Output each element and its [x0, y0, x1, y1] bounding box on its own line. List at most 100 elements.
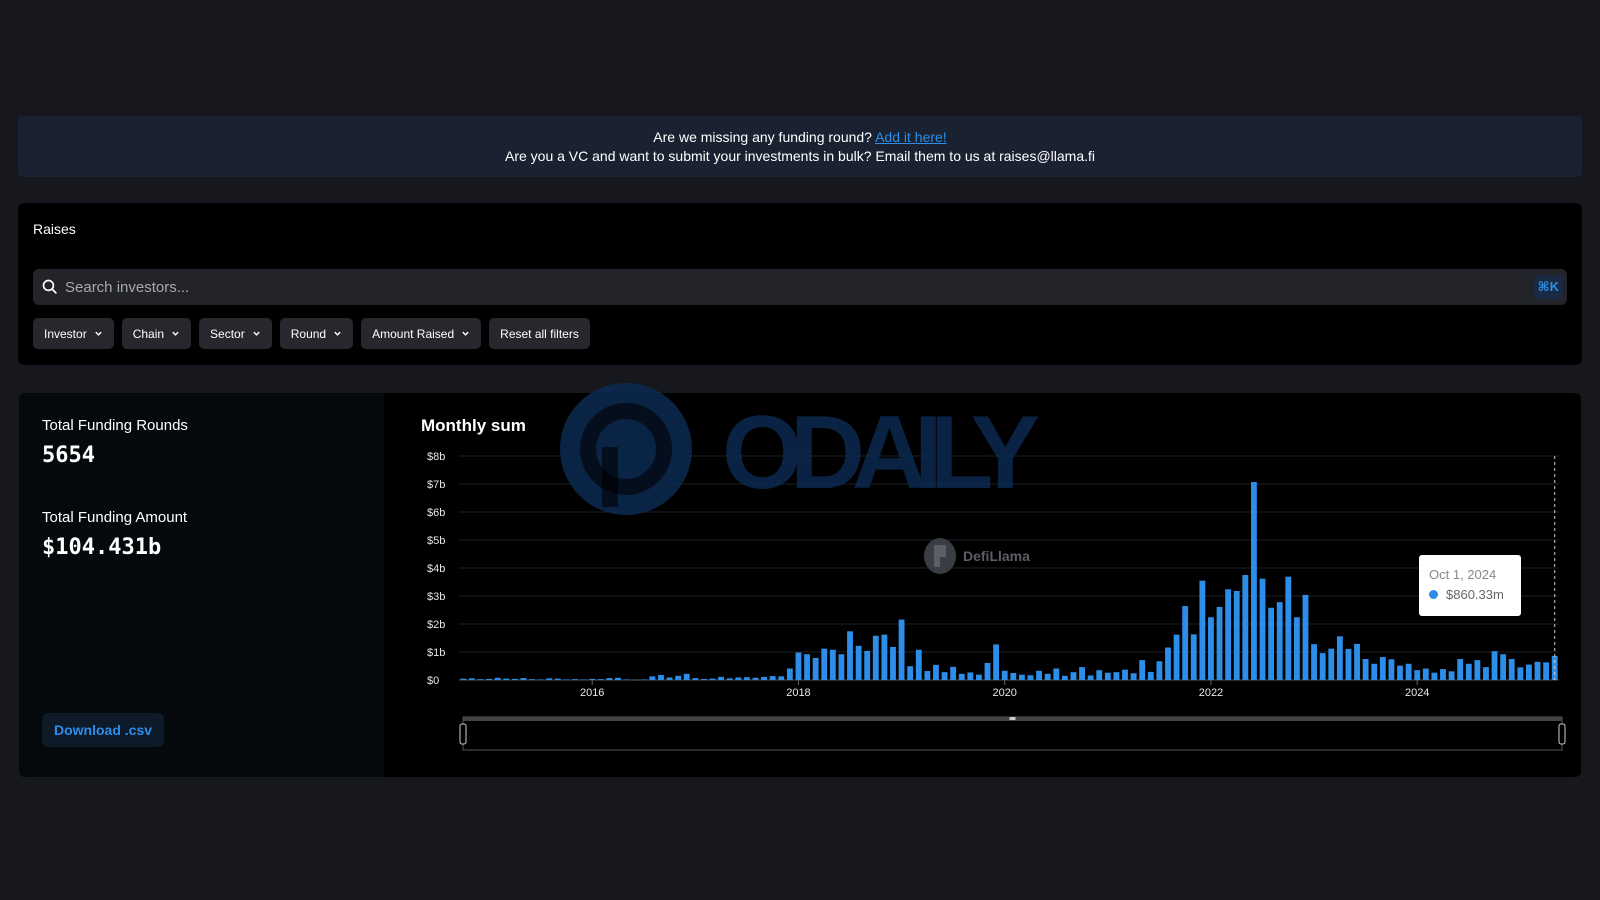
chart-bar[interactable]: [563, 679, 570, 680]
zoom-slider-track[interactable]: [462, 716, 1563, 751]
filter-investor[interactable]: Investor: [33, 318, 114, 349]
chart-bar[interactable]: [1448, 671, 1455, 680]
chart-bar[interactable]: [615, 677, 621, 680]
chart-bar[interactable]: [898, 619, 905, 680]
chart-bar[interactable]: [984, 662, 991, 680]
chart-bar[interactable]: [675, 675, 682, 680]
chart-bar[interactable]: [1405, 663, 1412, 680]
chart-bar[interactable]: [494, 677, 501, 680]
chart-bar[interactable]: [735, 677, 742, 680]
chart-bar[interactable]: [1259, 578, 1266, 680]
chart-bar[interactable]: [1208, 617, 1214, 680]
chart-bar[interactable]: [580, 679, 587, 680]
chart-bar[interactable]: [1165, 647, 1171, 680]
chart-bar[interactable]: [838, 654, 845, 680]
chart-bar[interactable]: [649, 676, 656, 680]
chart-bar[interactable]: [1319, 653, 1326, 680]
chart-bar[interactable]: [967, 672, 974, 680]
filter-amount-raised[interactable]: Amount Raised: [361, 318, 482, 349]
chart-bar[interactable]: [1388, 659, 1395, 680]
filter-sector[interactable]: Sector: [199, 318, 272, 349]
chart-bar[interactable]: [1431, 672, 1438, 680]
chart-bar[interactable]: [1087, 675, 1094, 680]
search-input[interactable]: [65, 269, 1465, 305]
chart-bar[interactable]: [718, 676, 725, 680]
chart-bar[interactable]: [941, 672, 948, 680]
chart-bar[interactable]: [1233, 590, 1240, 680]
chart-bar[interactable]: [1216, 606, 1223, 680]
chart-bar[interactable]: [1517, 667, 1524, 680]
chart-bar[interactable]: [1001, 670, 1008, 680]
chart-bar[interactable]: [632, 679, 639, 681]
chart-bar[interactable]: [1251, 482, 1257, 680]
chart-bar[interactable]: [769, 676, 776, 680]
chart-bar[interactable]: [486, 678, 492, 680]
chart-bar[interactable]: [1457, 659, 1464, 680]
chart-bar[interactable]: [1173, 634, 1180, 680]
chart-bar[interactable]: [1096, 670, 1103, 680]
chart-bar[interactable]: [993, 644, 1000, 680]
chart-bar[interactable]: [821, 648, 828, 680]
chart-bar[interactable]: [1397, 665, 1403, 680]
chart-bar[interactable]: [872, 635, 879, 680]
chart-bar[interactable]: [1508, 659, 1515, 680]
chart-bar[interactable]: [623, 679, 630, 680]
chart-bar[interactable]: [554, 678, 561, 680]
chart-bar[interactable]: [529, 679, 535, 680]
chart-bar[interactable]: [933, 664, 939, 680]
filter-round[interactable]: Round: [279, 318, 354, 349]
chart-bar[interactable]: [743, 677, 750, 680]
chart-bar[interactable]: [1156, 661, 1163, 680]
chart-bar[interactable]: [950, 666, 957, 680]
chart-bar[interactable]: [1139, 660, 1146, 680]
zoom-slider-handle[interactable]: [1558, 723, 1566, 745]
chart-bar[interactable]: [1336, 636, 1343, 680]
chart-bar[interactable]: [829, 649, 836, 680]
chart-bar[interactable]: [1079, 667, 1085, 680]
chart-bar[interactable]: [683, 673, 690, 680]
chart-bar[interactable]: [924, 671, 931, 680]
chart-bar[interactable]: [890, 646, 896, 680]
chart-bar[interactable]: [907, 666, 914, 680]
chart-bar[interactable]: [477, 679, 484, 680]
download-csv-button[interactable]: Download .csv: [42, 713, 165, 747]
chart-bar[interactable]: [1104, 672, 1111, 680]
chart-bar[interactable]: [1285, 576, 1292, 680]
chart-bar[interactable]: [1130, 673, 1137, 680]
reset-filters-button[interactable]: Reset all filters: [489, 318, 590, 349]
chart-bar[interactable]: [1534, 661, 1541, 680]
chart-bar[interactable]: [1113, 672, 1120, 680]
chart-bar[interactable]: [1268, 607, 1275, 680]
chart-bar[interactable]: [1440, 669, 1446, 680]
chart-bar[interactable]: [1018, 674, 1025, 680]
chart-bar[interactable]: [572, 679, 578, 680]
chart-bar[interactable]: [460, 678, 467, 680]
chart-bar[interactable]: [546, 678, 553, 680]
chart-bar[interactable]: [1328, 648, 1335, 680]
chart-bar[interactable]: [847, 631, 853, 680]
chart-bar[interactable]: [1276, 602, 1283, 680]
chart-bar[interactable]: [1414, 670, 1421, 680]
chart-bar[interactable]: [658, 674, 664, 680]
chart-bar[interactable]: [1483, 667, 1489, 680]
chart-bar[interactable]: [915, 649, 922, 680]
zoom-slider-handle[interactable]: [459, 723, 467, 745]
chart-bar[interactable]: [666, 677, 673, 680]
chart-bar[interactable]: [1371, 663, 1378, 680]
chart-bar[interactable]: [786, 668, 793, 680]
chart-bar[interactable]: [606, 678, 613, 680]
chart-bar[interactable]: [597, 679, 604, 680]
chart-bar[interactable]: [795, 652, 802, 680]
chart-bar[interactable]: [976, 674, 982, 680]
chart-bar[interactable]: [1053, 668, 1060, 680]
chart-bar[interactable]: [1199, 580, 1206, 680]
chart-bar[interactable]: [503, 678, 510, 680]
chart-bar[interactable]: [855, 645, 862, 680]
chart-bar[interactable]: [1293, 617, 1300, 680]
chart-bar[interactable]: [1182, 606, 1189, 680]
chart-bar[interactable]: [511, 678, 518, 680]
chart-bar[interactable]: [692, 678, 699, 680]
chart-bar[interactable]: [1044, 673, 1051, 680]
chart-bar[interactable]: [1225, 589, 1232, 680]
chart-bar[interactable]: [709, 678, 716, 680]
